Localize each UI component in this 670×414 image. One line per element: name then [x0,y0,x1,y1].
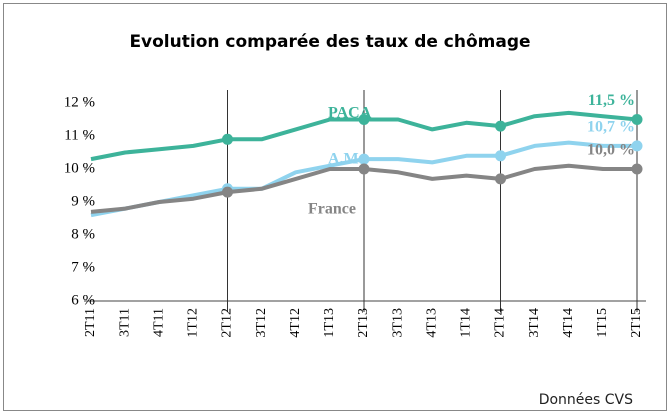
series-name: A.M. [328,151,363,168]
x-tick-label: 3T11 [117,308,132,337]
frame [3,3,667,411]
x-tick-label: 4T14 [561,308,576,338]
y-tick-label: 6 % [71,292,95,308]
value-label: 10,0 % [587,142,635,159]
x-tick-label: 2T13 [356,308,371,338]
x-tick-label: 1T13 [322,308,337,338]
x-tick-label: 4T13 [424,308,439,338]
x-tick-label: 2T14 [493,308,508,338]
x-tick-label: 2T12 [220,308,235,338]
series-marker [222,133,233,145]
x-tick-label: 4T12 [288,308,303,338]
note: Données CVS [539,392,633,408]
series-marker [631,140,643,152]
y-tick-label: 11 % [64,127,95,143]
series-marker [358,114,370,125]
x-tick-label: 3T13 [390,308,405,338]
series-marker [495,150,506,162]
series-marker [631,114,643,125]
series-name: France [308,201,356,218]
x-tick-label: 3T14 [527,308,542,338]
chart-title: Evolution comparée des taux de chômage [129,32,530,52]
x-tick-label: 2T11 [83,308,98,337]
value-label: 11,5 % [588,92,635,109]
y-tick-label: 9 % [71,193,95,209]
y-tick-label: 12 % [64,94,95,110]
y-tick-label: 8 % [71,226,95,242]
series-marker [358,153,370,165]
series-marker [631,163,643,175]
series-marker [222,186,233,198]
x-tick-label: 3T12 [254,308,269,338]
y-tick-label: 10 % [64,160,95,176]
series-marker [495,173,506,185]
value-label: 10,7 % [587,119,635,136]
y-tick-label: 7 % [71,259,95,275]
x-tick-label: 1T15 [595,308,610,338]
series-marker [358,163,370,175]
series-marker [495,120,506,132]
x-tick-label: 2T15 [629,308,644,338]
x-tick-label: 1T14 [459,308,474,338]
x-tick-label: 1T12 [186,308,201,338]
x-tick-label: 4T11 [151,308,166,337]
series-name: PACA [328,105,372,122]
